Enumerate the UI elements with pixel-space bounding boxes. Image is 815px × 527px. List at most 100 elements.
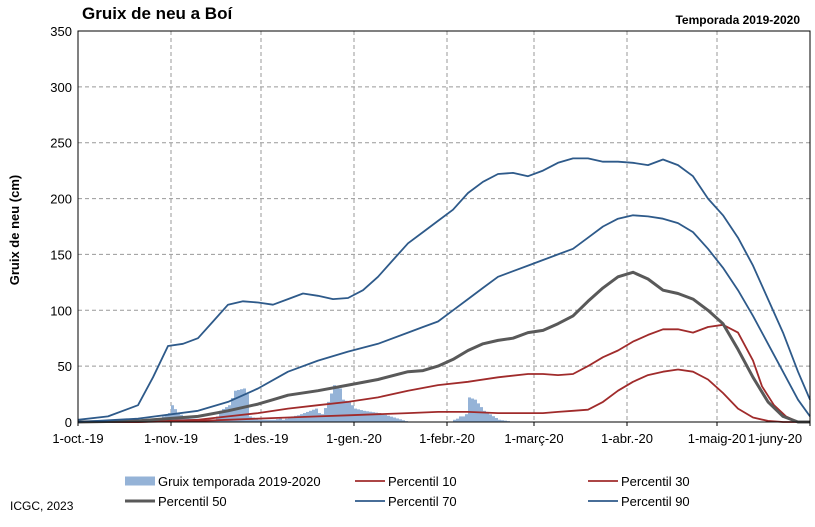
- percentile-line-2: [78, 323, 810, 423]
- snow-depth-bar: [252, 417, 255, 422]
- axes: 0 50 100 150 200 250 300 350 1-oct.-19 1-nov.-19 1…: [50, 24, 811, 446]
- snow-depth-bar: [339, 388, 342, 422]
- snow-depth-bar: [345, 400, 348, 422]
- snow-depth-bar: [225, 407, 228, 422]
- snow-depth-bar: [294, 415, 297, 422]
- x-tick-label: 1-gen.-20: [326, 431, 382, 446]
- legend-label: Percentil 90: [621, 494, 690, 509]
- snow-depth-bar: [402, 420, 405, 422]
- snow-depth-bar: [492, 416, 495, 422]
- snow-depth-bar: [285, 418, 288, 422]
- snow-depth-bar: [387, 415, 390, 422]
- y-tick-label: 200: [50, 192, 72, 207]
- y-tick-label: 150: [50, 247, 72, 262]
- snow-depth-bar: [222, 408, 225, 422]
- snow-depth-bar: [369, 411, 372, 422]
- plot-frame: [77, 30, 811, 423]
- snow-depth-bar: [273, 419, 276, 422]
- snow-depth-bar: [288, 417, 291, 422]
- snow-depth-bar: [486, 412, 489, 422]
- legend-label: Percentil 70: [388, 494, 457, 509]
- snow-depth-bar: [384, 414, 387, 422]
- snow-depth-bar: [318, 413, 321, 422]
- snow-depth-bar: [378, 413, 381, 422]
- snow-depth-bar: [237, 389, 240, 422]
- snow-depth-bars: [126, 385, 513, 422]
- x-tick-label: 1-oct.-19: [52, 431, 103, 446]
- snow-depth-bar: [336, 386, 339, 422]
- x-tick-label: 1-febr.-20: [419, 431, 475, 446]
- grid-lines: [78, 30, 810, 422]
- legend-label: Percentil 30: [621, 474, 690, 489]
- snow-depth-bar: [321, 414, 324, 422]
- snow-depth-bar: [327, 401, 330, 422]
- snow-depth-bar: [372, 412, 375, 422]
- percentile-line-4: [77, 214, 811, 423]
- x-tick-label: 1-nov.-19: [144, 431, 198, 446]
- snow-depth-bar: [279, 418, 282, 422]
- snow-depth-bar: [480, 407, 483, 422]
- snow-depth-bar: [474, 399, 477, 422]
- credit-label: ICGC, 2023: [10, 499, 74, 513]
- snow-depth-bar: [282, 419, 285, 422]
- season-label: Temporada 2019-2020: [675, 13, 800, 27]
- snow-depth-bar: [246, 394, 249, 422]
- snow-depth-bar: [228, 405, 231, 422]
- snow-depth-bar: [489, 414, 492, 422]
- snow-depth-bar: [453, 419, 456, 422]
- percentile-line-1: [78, 368, 810, 423]
- legend-label: Percentil 50: [158, 494, 227, 509]
- snow-depth-bar: [351, 405, 354, 422]
- snow-depth-bar: [471, 398, 474, 422]
- snow-depth-bar: [330, 393, 333, 422]
- snow-depth-bar: [216, 416, 219, 422]
- snow-depth-bar: [360, 410, 363, 422]
- snow-depth-bar: [366, 411, 369, 422]
- snow-depth-bar: [270, 419, 273, 422]
- snow-depth-bar: [324, 408, 327, 422]
- y-tick-label: 300: [50, 80, 72, 95]
- snow-depth-bar: [255, 418, 258, 422]
- snow-depth-bar: [234, 390, 237, 422]
- x-tick-label: 1-maig-20: [688, 431, 747, 446]
- plot-area: [78, 31, 810, 422]
- snow-depth-bar: [399, 419, 402, 422]
- snow-depth-bar: [468, 397, 471, 422]
- percentile-line-5: [77, 157, 811, 421]
- x-tick-label: 1-juny-20: [748, 431, 802, 446]
- legend-label: Percentil 10: [388, 474, 457, 489]
- snow-depth-bar: [483, 410, 486, 422]
- snow-depth-bar: [396, 418, 399, 422]
- snow-depth-bar: [276, 419, 279, 422]
- snow-depth-bar: [315, 408, 318, 422]
- snow-depth-bar: [501, 420, 504, 422]
- snow-depth-bar: [390, 416, 393, 422]
- snow-depth-bar: [459, 416, 462, 422]
- snow-depth-bar: [462, 416, 465, 422]
- x-tick-label: 1-des.-19: [234, 431, 289, 446]
- chart-title: Gruix de neu a Boí: [82, 4, 233, 23]
- x-tick-label: 1-abr.-20: [601, 431, 653, 446]
- snow-depth-bar: [183, 416, 186, 422]
- snow-depth-bar: [498, 419, 501, 422]
- snow-depth-bar: [393, 417, 396, 422]
- percentile-lines: [77, 157, 811, 424]
- x-tick-label: 1-març-20: [504, 431, 563, 446]
- snow-depth-bar: [267, 419, 270, 422]
- snow-depth-bar: [291, 416, 294, 422]
- snow-depth-bar: [465, 414, 468, 422]
- snow-depth-bar: [261, 419, 264, 422]
- legend: Gruix temporada 2019-2020 Percentil 10 Per…: [125, 474, 690, 509]
- snow-depth-bar: [363, 410, 366, 422]
- y-tick-label: 50: [58, 359, 72, 374]
- snow-depth-bar: [342, 399, 345, 422]
- snow-depth-bar: [348, 401, 351, 422]
- y-tick-label: 0: [65, 415, 72, 430]
- snow-depth-bar: [258, 419, 261, 422]
- snow-depth-bar: [243, 388, 246, 422]
- y-axis-label: Gruix de neu (cm): [7, 175, 22, 286]
- snow-depth-bar: [375, 412, 378, 422]
- snow-depth-bar: [300, 414, 303, 422]
- legend-label: Gruix temporada 2019-2020: [158, 474, 321, 489]
- y-tick-label: 250: [50, 136, 72, 151]
